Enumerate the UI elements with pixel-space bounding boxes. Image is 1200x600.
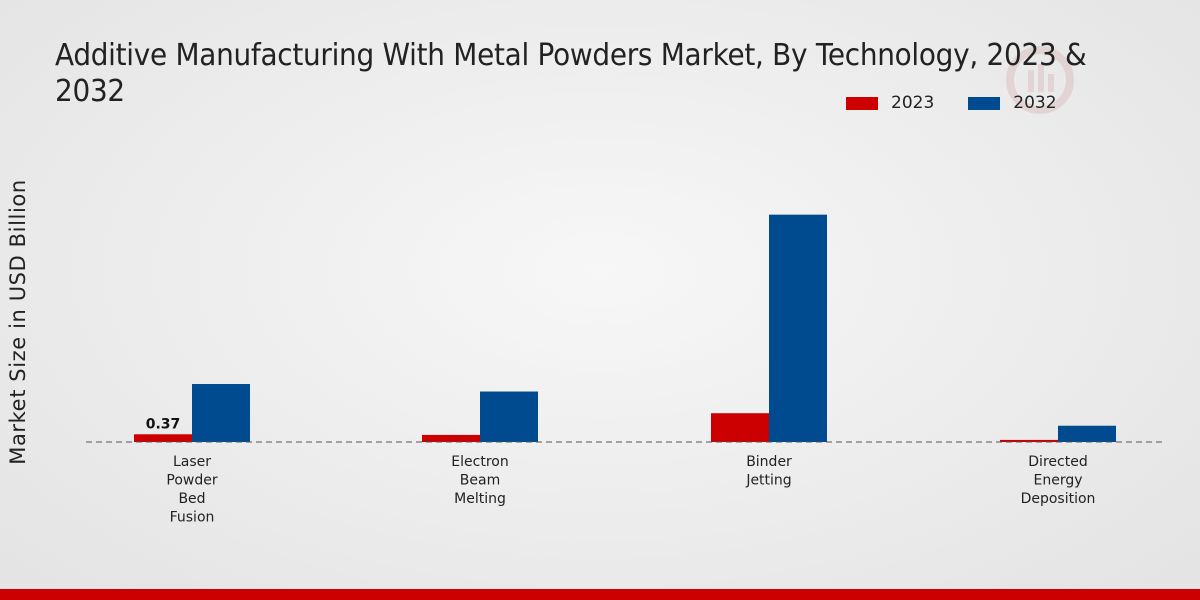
bar-2032-3[interactable] — [1058, 425, 1116, 442]
watermark-icon — [1006, 46, 1074, 114]
data-label-0: 0.37 — [146, 416, 181, 432]
bar-2023-3[interactable] — [1000, 439, 1058, 442]
legend-label-2023: 2023 — [891, 93, 935, 113]
bar-2023-1[interactable] — [422, 434, 480, 442]
x-tick-label-2: Binder Jetting — [745, 454, 792, 489]
bar-2032-2[interactable] — [769, 214, 827, 442]
legend-item-2032[interactable]: 2032 — [968, 93, 1057, 113]
chart-title: Additive Manufacturing With Metal Powder… — [55, 38, 1087, 109]
bar-2032-0[interactable] — [192, 384, 250, 442]
bottom-accent-bar — [0, 589, 1200, 600]
x-tick-label-1: Electron Beam Melting — [451, 454, 508, 507]
legend-swatch-2023 — [846, 96, 878, 110]
x-tick-label-3: Directed Energy Deposition — [1021, 454, 1096, 507]
bar-2023-0[interactable] — [134, 434, 192, 442]
legend-label-2032: 2032 — [1013, 93, 1057, 113]
legend-swatch-2032 — [968, 96, 1001, 110]
bar-2032-1[interactable] — [480, 391, 538, 442]
chart-legend: 2023 2032 — [846, 93, 1091, 113]
x-tick-label-0: Laser Powder Bed Fusion — [166, 454, 217, 526]
legend-item-2023[interactable]: 2023 — [846, 93, 934, 113]
bar-2023-2[interactable] — [711, 413, 769, 442]
